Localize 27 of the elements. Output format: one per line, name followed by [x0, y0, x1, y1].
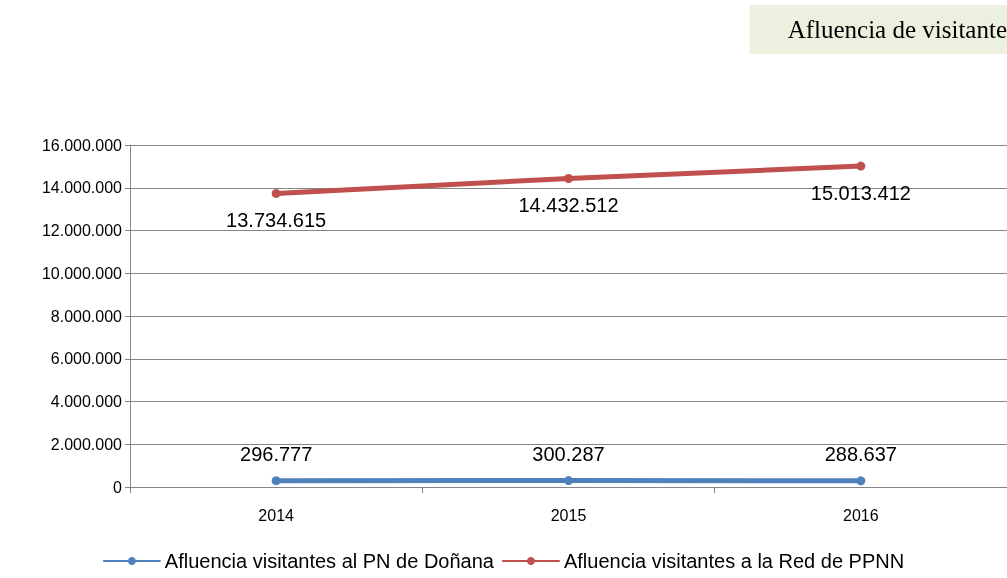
y-tick-label: 6.000.000	[50, 350, 123, 368]
data-label: 13.734.615	[226, 208, 327, 231]
y-tick-label: 16.000.000	[41, 136, 123, 154]
data-label: 14.432.512	[518, 194, 619, 217]
y-tick-label: 8.000.000	[50, 307, 123, 325]
y-tick-label: 10.000.000	[41, 264, 123, 282]
y-tick-label: 0	[113, 478, 123, 496]
x-tick-label: 2015	[550, 506, 587, 524]
point	[564, 174, 573, 183]
y-tick-label: 14.000.000	[41, 179, 123, 197]
x-tick-label: 2016	[843, 506, 879, 524]
legend-label: Afluencia visitantes al PN de Doñana	[164, 550, 495, 572]
data-label: 296.777	[240, 443, 313, 466]
chart-title: Afluencia de visitante	[787, 16, 1007, 43]
y-tick-label: 4.000.000	[50, 393, 123, 410]
data-label: 15.013.412	[810, 181, 911, 204]
y-tick-label: 12.000.000	[41, 222, 123, 239]
x-tick-label: 2014	[258, 506, 295, 524]
point	[564, 476, 573, 486]
y-tick-label: 2.000.000	[50, 435, 123, 453]
data-label: 300.287	[532, 443, 605, 466]
point	[271, 188, 281, 198]
point	[856, 476, 866, 486]
data-label: 288.637	[824, 443, 897, 466]
point	[856, 161, 866, 171]
point	[271, 476, 281, 486]
legend-label: Afluencia visitantes a la Red de PPNN	[563, 550, 905, 572]
